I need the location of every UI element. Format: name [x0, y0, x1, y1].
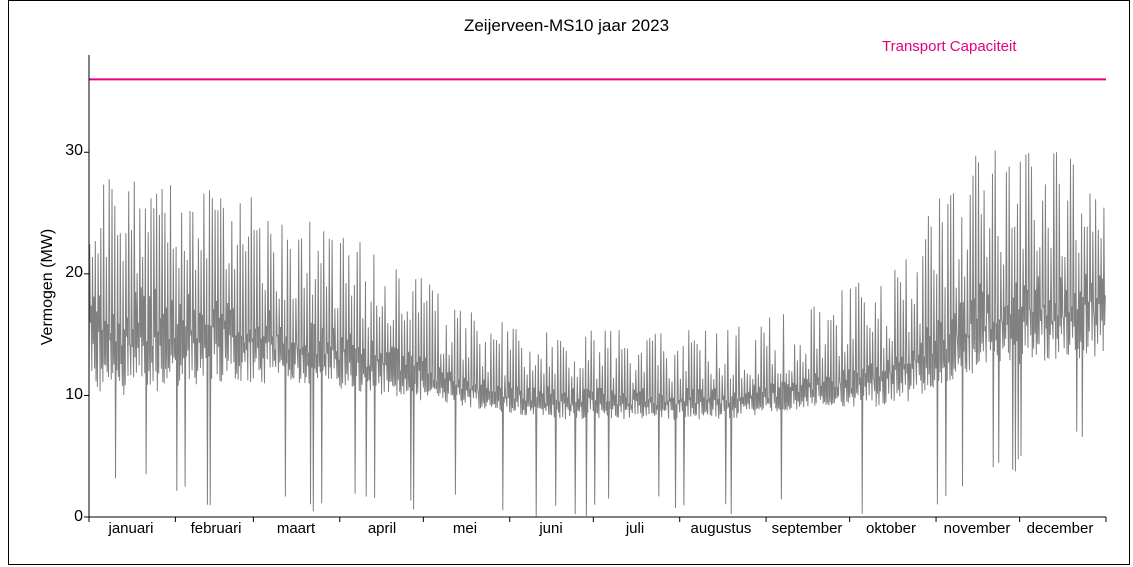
x-tick-label: september: [772, 520, 843, 537]
power-series: [89, 151, 1105, 517]
x-tick-label: april: [368, 520, 396, 537]
x-tick-label: december: [1027, 520, 1094, 537]
y-axis-label: Vermogen (MW): [39, 229, 57, 345]
y-tick-label: 0: [74, 508, 83, 526]
x-tick-label: juni: [539, 520, 562, 537]
x-tick-label: november: [944, 520, 1011, 537]
y-tick-label: 10: [65, 386, 83, 404]
x-tick-label: augustus: [691, 520, 752, 537]
x-tick-label: januari: [108, 520, 153, 537]
transport-capacity-label: Transport Capaciteit: [882, 38, 1017, 55]
x-tick-label: mei: [453, 520, 477, 537]
chart-title: Zeijerveen-MS10 jaar 2023: [0, 16, 1133, 36]
x-tick-label: februari: [191, 520, 242, 537]
x-tick-label: juli: [626, 520, 644, 537]
x-tick-label: oktober: [866, 520, 916, 537]
y-tick-label: 20: [65, 264, 83, 282]
y-tick-label: 30: [65, 142, 83, 160]
x-tick-label: maart: [277, 520, 315, 537]
power-series-line: [89, 151, 1105, 517]
